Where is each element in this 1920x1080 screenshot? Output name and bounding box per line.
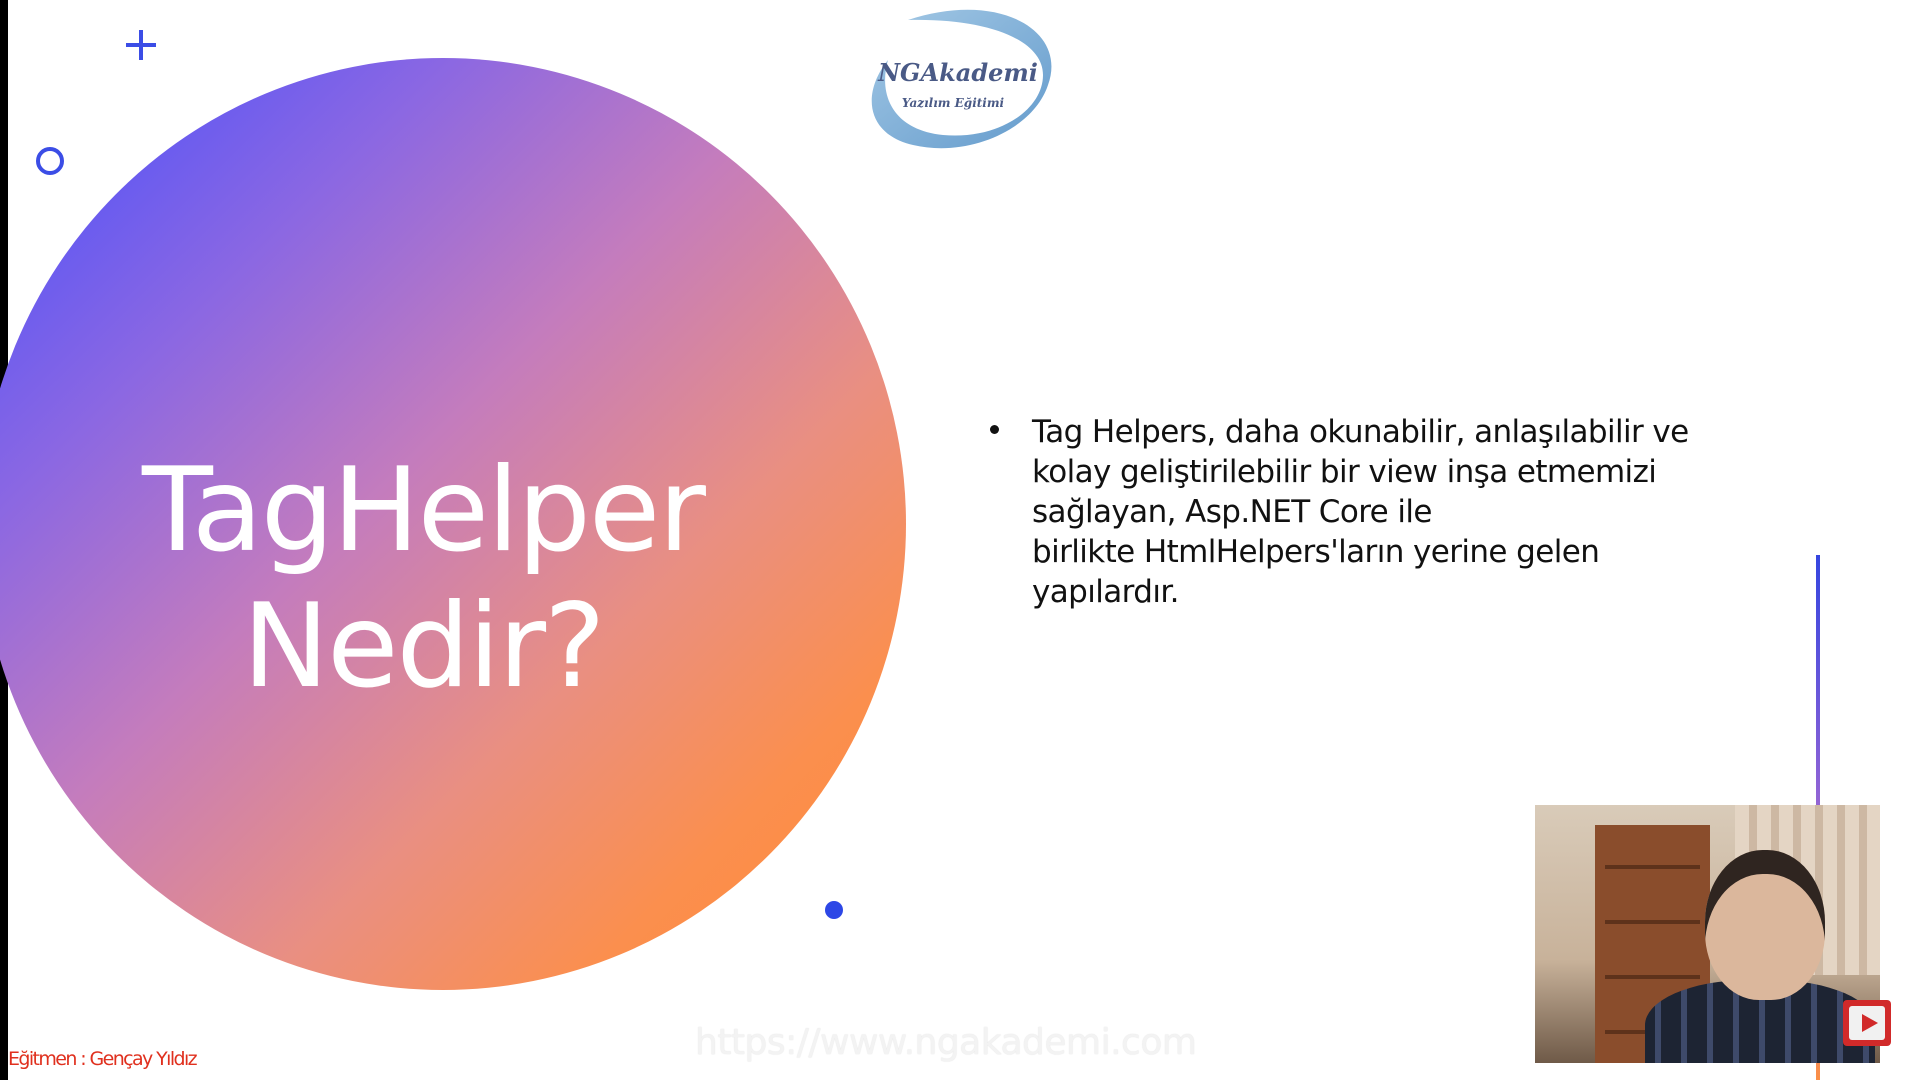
bullet-line: Tag Helpers, daha okunabilir, anlaşılabi… (1032, 414, 1689, 450)
bullet-text: Tag Helpers, daha okunabilir, anlaşılabi… (1032, 412, 1712, 612)
website-watermark: https://www.ngakademi.com (695, 1022, 1197, 1063)
gradient-circle: TagHelper Nedir? (0, 58, 906, 990)
slide-title: TagHelper Nedir? (0, 443, 866, 715)
bullet-dot-icon (990, 425, 999, 434)
logo-swoosh-icon (871, 9, 1052, 149)
bullet-line: sağlayan, Asp.NET Core ile (1032, 494, 1432, 530)
webcam-feed (1535, 805, 1880, 1063)
instructor-credit: Eğitmen : Gençay Yıldız (8, 1048, 198, 1070)
plus-icon (126, 30, 156, 60)
dot-icon (825, 901, 843, 919)
slide-title-line-1: TagHelper (142, 443, 706, 578)
slide-title-line-2: Nedir? (242, 579, 605, 714)
bullet-line: kolay geliştirilebilir bir view inşa etm… (1032, 454, 1657, 490)
bullet-line: birlikte HtmlHelpers'ların yerine gelen (1032, 534, 1600, 570)
webcam-person-head (1705, 850, 1825, 1000)
logo-tagline: Yazılım Eğitimi (901, 96, 1005, 110)
ngakademi-logo: NGAkademi Yazılım Eğitimi (848, 0, 1068, 160)
ring-icon (36, 147, 64, 175)
play-icon[interactable] (1843, 1000, 1891, 1046)
logo-name: NGAkademi (878, 58, 1038, 87)
bullet-line: yapılardır. (1032, 574, 1179, 610)
